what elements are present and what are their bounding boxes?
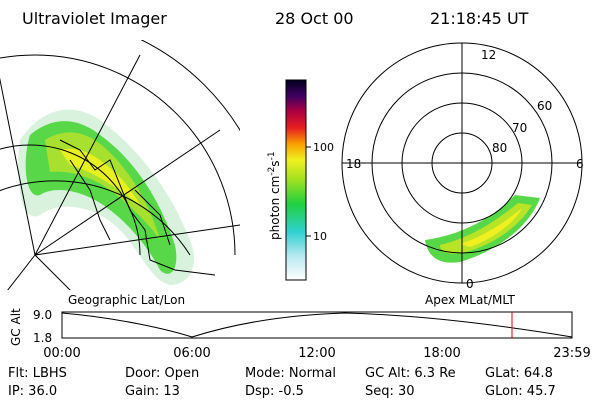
- mlt-label: 0: [466, 277, 474, 291]
- colorbar-tick: 10: [313, 230, 327, 243]
- info-field: Mode: Normal: [245, 366, 336, 381]
- caption: Geographic Lat/Lon: [68, 293, 185, 307]
- info-field: GC Alt: 6.3 Re: [365, 366, 456, 381]
- orbit-xtick: 00:00: [43, 346, 80, 361]
- orbit-plot: [61, 311, 573, 339]
- colorbar-label: photon cm-2s-1: [267, 151, 282, 240]
- unit-s: s: [268, 160, 282, 166]
- color-bar: [285, 79, 307, 281]
- orbit-ytick: 9.0: [33, 308, 52, 322]
- info-field: IP: 36.0: [8, 384, 57, 399]
- lat-label: 60: [537, 99, 552, 113]
- info-field: Flt: LBHS: [8, 366, 67, 381]
- polar-plot: [341, 42, 583, 284]
- info-field: GLat: 64.8: [485, 366, 553, 381]
- lat-label: 80: [492, 141, 507, 155]
- orbit-ylabel: GC Alt: [9, 308, 23, 346]
- time: 21:18:45 UT: [430, 9, 529, 28]
- colorbar-tick: 100: [313, 141, 334, 154]
- unit-exp: -1: [267, 151, 277, 160]
- unit-exp: -2: [267, 167, 277, 176]
- lat-label: 70: [512, 121, 527, 135]
- info-field: GLon: 45.7: [485, 384, 556, 399]
- mlt-label: 18: [346, 157, 361, 171]
- unit-base: photon cm: [268, 176, 282, 240]
- mlt-label: 6: [576, 157, 584, 171]
- mlt-label: 12: [481, 48, 496, 62]
- caption: Apex MLat/MLT: [425, 293, 515, 307]
- orbit-ytick: 1.8: [33, 331, 52, 345]
- date: 28 Oct 00: [275, 9, 354, 28]
- orbit-xtick: 12:00: [298, 346, 335, 361]
- orbit-xtick: 06:00: [173, 346, 210, 361]
- info-field: Gain: 13: [125, 384, 180, 399]
- info-field: Seq: 30: [365, 384, 415, 399]
- title: Ultraviolet Imager: [22, 9, 167, 28]
- info-field: Dsp: -0.5: [245, 384, 304, 399]
- geo-map: [0, 40, 240, 290]
- orbit-xtick: 18:00: [423, 346, 460, 361]
- orbit-xtick: 23:59: [553, 346, 590, 361]
- info-field: Door: Open: [125, 366, 199, 381]
